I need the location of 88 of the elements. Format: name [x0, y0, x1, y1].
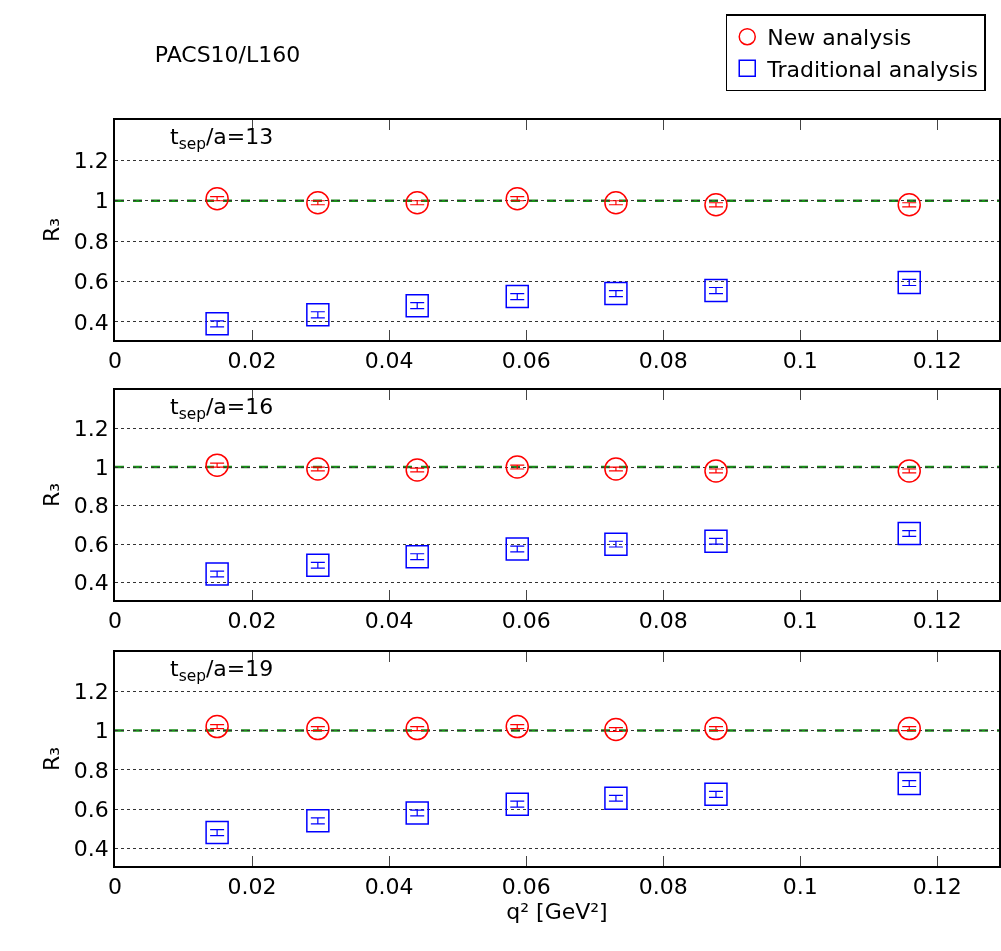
x-tick-label: 0.02 — [227, 348, 277, 374]
point — [405, 458, 429, 482]
point — [604, 281, 628, 306]
point — [405, 544, 429, 569]
point — [205, 186, 229, 211]
x-tick-label: 0.08 — [638, 874, 688, 900]
y-tick-label: 1.2 — [73, 678, 109, 704]
x-tick-label: 0.08 — [638, 608, 688, 634]
point — [604, 717, 628, 742]
point — [306, 191, 330, 215]
point — [306, 716, 330, 741]
point — [604, 191, 628, 215]
y-tick-label: 1.2 — [73, 148, 109, 174]
x-tick-label: 0.12 — [912, 874, 962, 900]
y-axis-title: R₃ — [39, 482, 65, 508]
point — [505, 792, 529, 816]
x-tick-label: 0.12 — [912, 608, 962, 634]
y-axis-title: R₃ — [39, 217, 65, 243]
point — [897, 270, 921, 295]
x-tick-label: 0 — [108, 348, 122, 374]
x-tick-label: 0.02 — [227, 608, 277, 634]
x-tick-label: 0.06 — [501, 608, 551, 634]
point — [704, 193, 728, 217]
point — [897, 771, 921, 796]
point — [205, 312, 229, 336]
point — [405, 801, 429, 825]
point — [604, 457, 628, 481]
y-tick-label: 0.4 — [73, 309, 109, 335]
point — [604, 532, 628, 556]
point — [505, 186, 529, 211]
point — [205, 820, 229, 845]
point — [897, 459, 921, 483]
y-tick-label: 0.6 — [73, 796, 109, 822]
y-tick-label: 0.8 — [73, 493, 109, 519]
x-tick-label: 0.1 — [782, 608, 818, 634]
legend-label: New analysis — [767, 25, 912, 51]
point — [704, 529, 728, 553]
point — [604, 786, 628, 811]
y-tick-label: 1 — [94, 188, 109, 214]
point — [505, 455, 529, 479]
x-tick-label: 0.06 — [501, 348, 551, 374]
y-axis-title: R₃ — [39, 746, 65, 772]
point — [405, 191, 429, 215]
point — [704, 278, 728, 303]
chart-title: PACS10/L160 — [154, 41, 301, 67]
x-tick-label: 0 — [108, 874, 122, 900]
annotation: t$_{sep}$/a=13 — [170, 124, 274, 153]
annotation: t$_{sep}$/a=16 — [170, 394, 274, 423]
x-tick-label: 0.04 — [364, 874, 414, 900]
point — [306, 809, 330, 833]
y-tick-label: 0.8 — [73, 228, 109, 254]
y-tick-label: 1 — [94, 718, 109, 744]
x-tick-label: 0.02 — [227, 874, 277, 900]
point — [505, 284, 529, 309]
y-tick-label: 0.4 — [73, 836, 109, 862]
y-tick-label: 0.8 — [73, 757, 109, 783]
point — [205, 453, 229, 477]
point — [704, 716, 728, 741]
x-tick-label: 0.1 — [782, 874, 818, 900]
point — [306, 457, 330, 481]
x-tick-label: 0.04 — [364, 608, 414, 634]
point — [205, 714, 229, 739]
point — [505, 714, 529, 739]
x-tick-label: 0 — [108, 608, 122, 634]
legend-label: Traditional analysis — [766, 56, 978, 82]
point — [306, 553, 330, 578]
point — [704, 459, 728, 483]
x-tick-label: 0.1 — [782, 348, 818, 374]
x-tick-label: 0.04 — [364, 348, 414, 374]
x-tick-label: 0.06 — [501, 874, 551, 900]
point — [205, 562, 229, 586]
y-tick-label: 0.4 — [73, 570, 109, 596]
x-tick-label: 0.08 — [638, 348, 688, 374]
point — [897, 193, 921, 217]
x-axis-title: q² [GeV²] — [506, 899, 608, 925]
point — [897, 716, 921, 741]
point — [704, 782, 728, 807]
annotation: t$_{sep}$/a=19 — [170, 656, 274, 685]
point — [505, 537, 529, 561]
y-tick-label: 1.2 — [73, 416, 109, 442]
point — [306, 303, 330, 327]
point — [405, 716, 429, 741]
point — [405, 293, 429, 318]
y-tick-label: 1 — [94, 454, 109, 480]
y-tick-label: 0.6 — [73, 531, 109, 557]
x-tick-label: 0.12 — [912, 348, 962, 374]
point — [897, 521, 921, 546]
y-tick-label: 0.6 — [73, 269, 109, 295]
